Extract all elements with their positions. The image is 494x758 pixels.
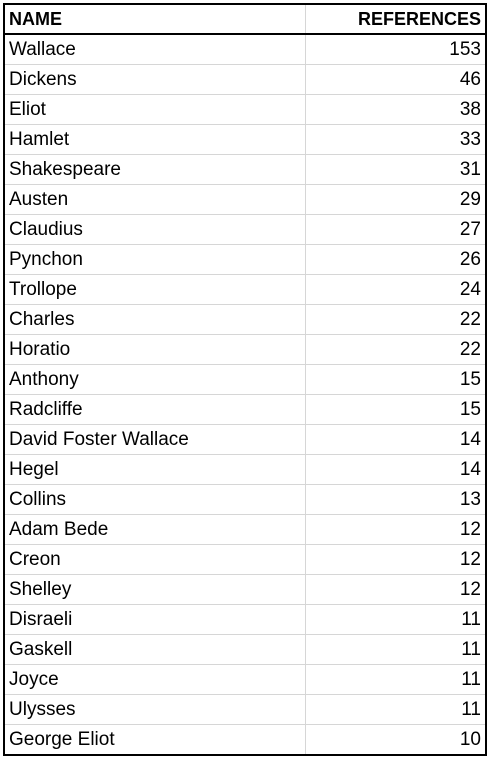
- references-cell[interactable]: 29: [305, 184, 487, 215]
- table-row: Creon 12: [3, 544, 487, 575]
- references-cell[interactable]: 12: [305, 544, 487, 575]
- name-cell[interactable]: Pynchon: [3, 244, 306, 275]
- references-cell[interactable]: 11: [305, 694, 487, 725]
- references-cell[interactable]: 27: [305, 214, 487, 245]
- table-header: NAME REFERENCES: [3, 3, 487, 35]
- name-cell[interactable]: Austen: [3, 184, 306, 215]
- table-row: Pynchon 26: [3, 244, 487, 275]
- name-cell[interactable]: Wallace: [3, 33, 306, 65]
- header-row: NAME REFERENCES: [3, 3, 487, 35]
- references-cell[interactable]: 15: [305, 364, 487, 395]
- table-row: Hegel 14: [3, 454, 487, 485]
- name-cell[interactable]: Trollope: [3, 274, 306, 305]
- table-row: Hamlet 33: [3, 124, 487, 155]
- references-cell[interactable]: 14: [305, 454, 487, 485]
- table-row: Gaskell 11: [3, 634, 487, 665]
- references-cell[interactable]: 38: [305, 94, 487, 125]
- table-row: Joyce 11: [3, 664, 487, 695]
- table-row: Shakespeare 31: [3, 154, 487, 185]
- column-header-references[interactable]: REFERENCES: [305, 3, 487, 35]
- references-cell[interactable]: 31: [305, 154, 487, 185]
- name-cell[interactable]: Shelley: [3, 574, 306, 605]
- table-body: Wallace 153 Dickens 46 Eliot 38 Hamlet 33 Shakes…: [3, 33, 487, 756]
- table-row: George Eliot 10: [3, 724, 487, 756]
- references-cell[interactable]: 10: [305, 724, 487, 756]
- table-row: Adam Bede 12: [3, 514, 487, 545]
- name-cell[interactable]: Radcliffe: [3, 394, 306, 425]
- references-cell[interactable]: 12: [305, 574, 487, 605]
- references-cell[interactable]: 24: [305, 274, 487, 305]
- references-table: NAME REFERENCES Wallace 153 Dickens 46 Eliot…: [3, 3, 487, 756]
- references-cell[interactable]: 15: [305, 394, 487, 425]
- references-cell[interactable]: 46: [305, 64, 487, 95]
- name-cell[interactable]: Creon: [3, 544, 306, 575]
- table-row: Charles 22: [3, 304, 487, 335]
- name-cell[interactable]: Claudius: [3, 214, 306, 245]
- name-cell[interactable]: Gaskell: [3, 634, 306, 665]
- table-row: Dickens 46: [3, 64, 487, 95]
- table-row: Wallace 153: [3, 33, 487, 65]
- references-cell[interactable]: 22: [305, 334, 487, 365]
- name-cell[interactable]: Hegel: [3, 454, 306, 485]
- references-cell[interactable]: 12: [305, 514, 487, 545]
- name-cell[interactable]: Collins: [3, 484, 306, 515]
- table-row: Anthony 15: [3, 364, 487, 395]
- references-cell[interactable]: 11: [305, 634, 487, 665]
- references-cell[interactable]: 13: [305, 484, 487, 515]
- references-cell[interactable]: 14: [305, 424, 487, 455]
- table-row: Shelley 12: [3, 574, 487, 605]
- name-cell[interactable]: Ulysses: [3, 694, 306, 725]
- table-row: Eliot 38: [3, 94, 487, 125]
- name-cell[interactable]: David Foster Wallace: [3, 424, 306, 455]
- references-cell[interactable]: 33: [305, 124, 487, 155]
- column-header-name[interactable]: NAME: [3, 3, 306, 35]
- table-row: David Foster Wallace 14: [3, 424, 487, 455]
- name-cell[interactable]: Adam Bede: [3, 514, 306, 545]
- references-cell[interactable]: 11: [305, 604, 487, 635]
- name-cell[interactable]: Shakespeare: [3, 154, 306, 185]
- references-cell[interactable]: 153: [305, 33, 487, 65]
- references-cell[interactable]: 26: [305, 244, 487, 275]
- references-cell[interactable]: 22: [305, 304, 487, 335]
- table-row: Ulysses 11: [3, 694, 487, 725]
- name-cell[interactable]: Horatio: [3, 334, 306, 365]
- table-row: Disraeli 11: [3, 604, 487, 635]
- table-row: Collins 13: [3, 484, 487, 515]
- references-cell[interactable]: 11: [305, 664, 487, 695]
- name-cell[interactable]: Disraeli: [3, 604, 306, 635]
- table-row: Austen 29: [3, 184, 487, 215]
- table-row: Horatio 22: [3, 334, 487, 365]
- name-cell[interactable]: Hamlet: [3, 124, 306, 155]
- name-cell[interactable]: George Eliot: [3, 724, 306, 756]
- table-row: Radcliffe 15: [3, 394, 487, 425]
- name-cell[interactable]: Charles: [3, 304, 306, 335]
- name-cell[interactable]: Joyce: [3, 664, 306, 695]
- table-row: Claudius 27: [3, 214, 487, 245]
- table-row: Trollope 24: [3, 274, 487, 305]
- name-cell[interactable]: Dickens: [3, 64, 306, 95]
- name-cell[interactable]: Anthony: [3, 364, 306, 395]
- name-cell[interactable]: Eliot: [3, 94, 306, 125]
